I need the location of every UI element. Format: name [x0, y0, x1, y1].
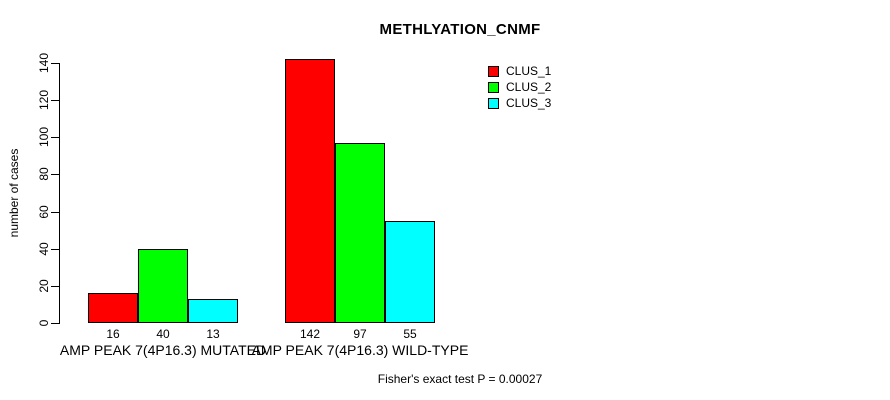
- bar-clus_3: [188, 299, 238, 323]
- legend-swatch-clus_1: [488, 65, 499, 77]
- y-tick-mark: [51, 100, 59, 101]
- legend-swatch-clus_3: [488, 97, 499, 109]
- legend-label: CLUS_3: [506, 96, 552, 110]
- y-tick-mark: [51, 212, 59, 213]
- y-tick-label: 100: [37, 126, 51, 148]
- legend-item: CLUS_1: [488, 64, 551, 78]
- y-tick-mark: [51, 286, 59, 287]
- legend-swatch-clus_2: [488, 81, 499, 93]
- bar-clus_2: [138, 249, 188, 323]
- y-tick-mark: [51, 174, 59, 175]
- y-tick-label: 0: [37, 319, 51, 327]
- bar-value-label: 16: [106, 327, 120, 341]
- y-tick-mark: [51, 249, 59, 250]
- y-axis-line: [59, 63, 60, 324]
- bar-value-label: 97: [353, 327, 367, 341]
- legend-item: CLUS_3: [488, 96, 551, 110]
- y-tick-label: 20: [37, 279, 51, 293]
- bar-value-label: 40: [156, 327, 170, 341]
- y-tick-label: 120: [37, 89, 51, 111]
- y-tick-mark: [51, 137, 59, 138]
- bar-value-label: 13: [206, 327, 220, 341]
- bar-clus_3: [385, 221, 435, 323]
- chart-title: METHLYATION_CNMF: [379, 21, 541, 38]
- x-group-label: AMP PEAK 7(4P16.3) MUTATED: [59, 342, 267, 358]
- fisher-test-annotation: Fisher's exact test P = 0.00027: [377, 372, 543, 386]
- y-tick-label: 140: [37, 52, 51, 74]
- bar-clus_1: [88, 293, 138, 323]
- y-tick-label: 60: [37, 205, 51, 219]
- legend-label: CLUS_2: [506, 80, 552, 94]
- y-tick-label: 40: [37, 242, 51, 256]
- bar-value-label: 55: [403, 327, 417, 341]
- bar-clus_1: [285, 59, 335, 323]
- y-axis-label: number of cases: [7, 148, 21, 238]
- legend-item: CLUS_2: [488, 80, 551, 94]
- y-tick-label: 80: [37, 167, 51, 181]
- bar-value-label: 142: [299, 327, 321, 341]
- x-group-label: AMP PEAK 7(4P16.3) WILD-TYPE: [251, 342, 469, 358]
- y-tick-mark: [51, 323, 59, 324]
- bar-clus_2: [335, 143, 385, 323]
- y-tick-mark: [51, 63, 59, 64]
- legend-label: CLUS_1: [506, 64, 552, 78]
- legend: CLUS_1 CLUS_2 CLUS_3: [488, 64, 551, 112]
